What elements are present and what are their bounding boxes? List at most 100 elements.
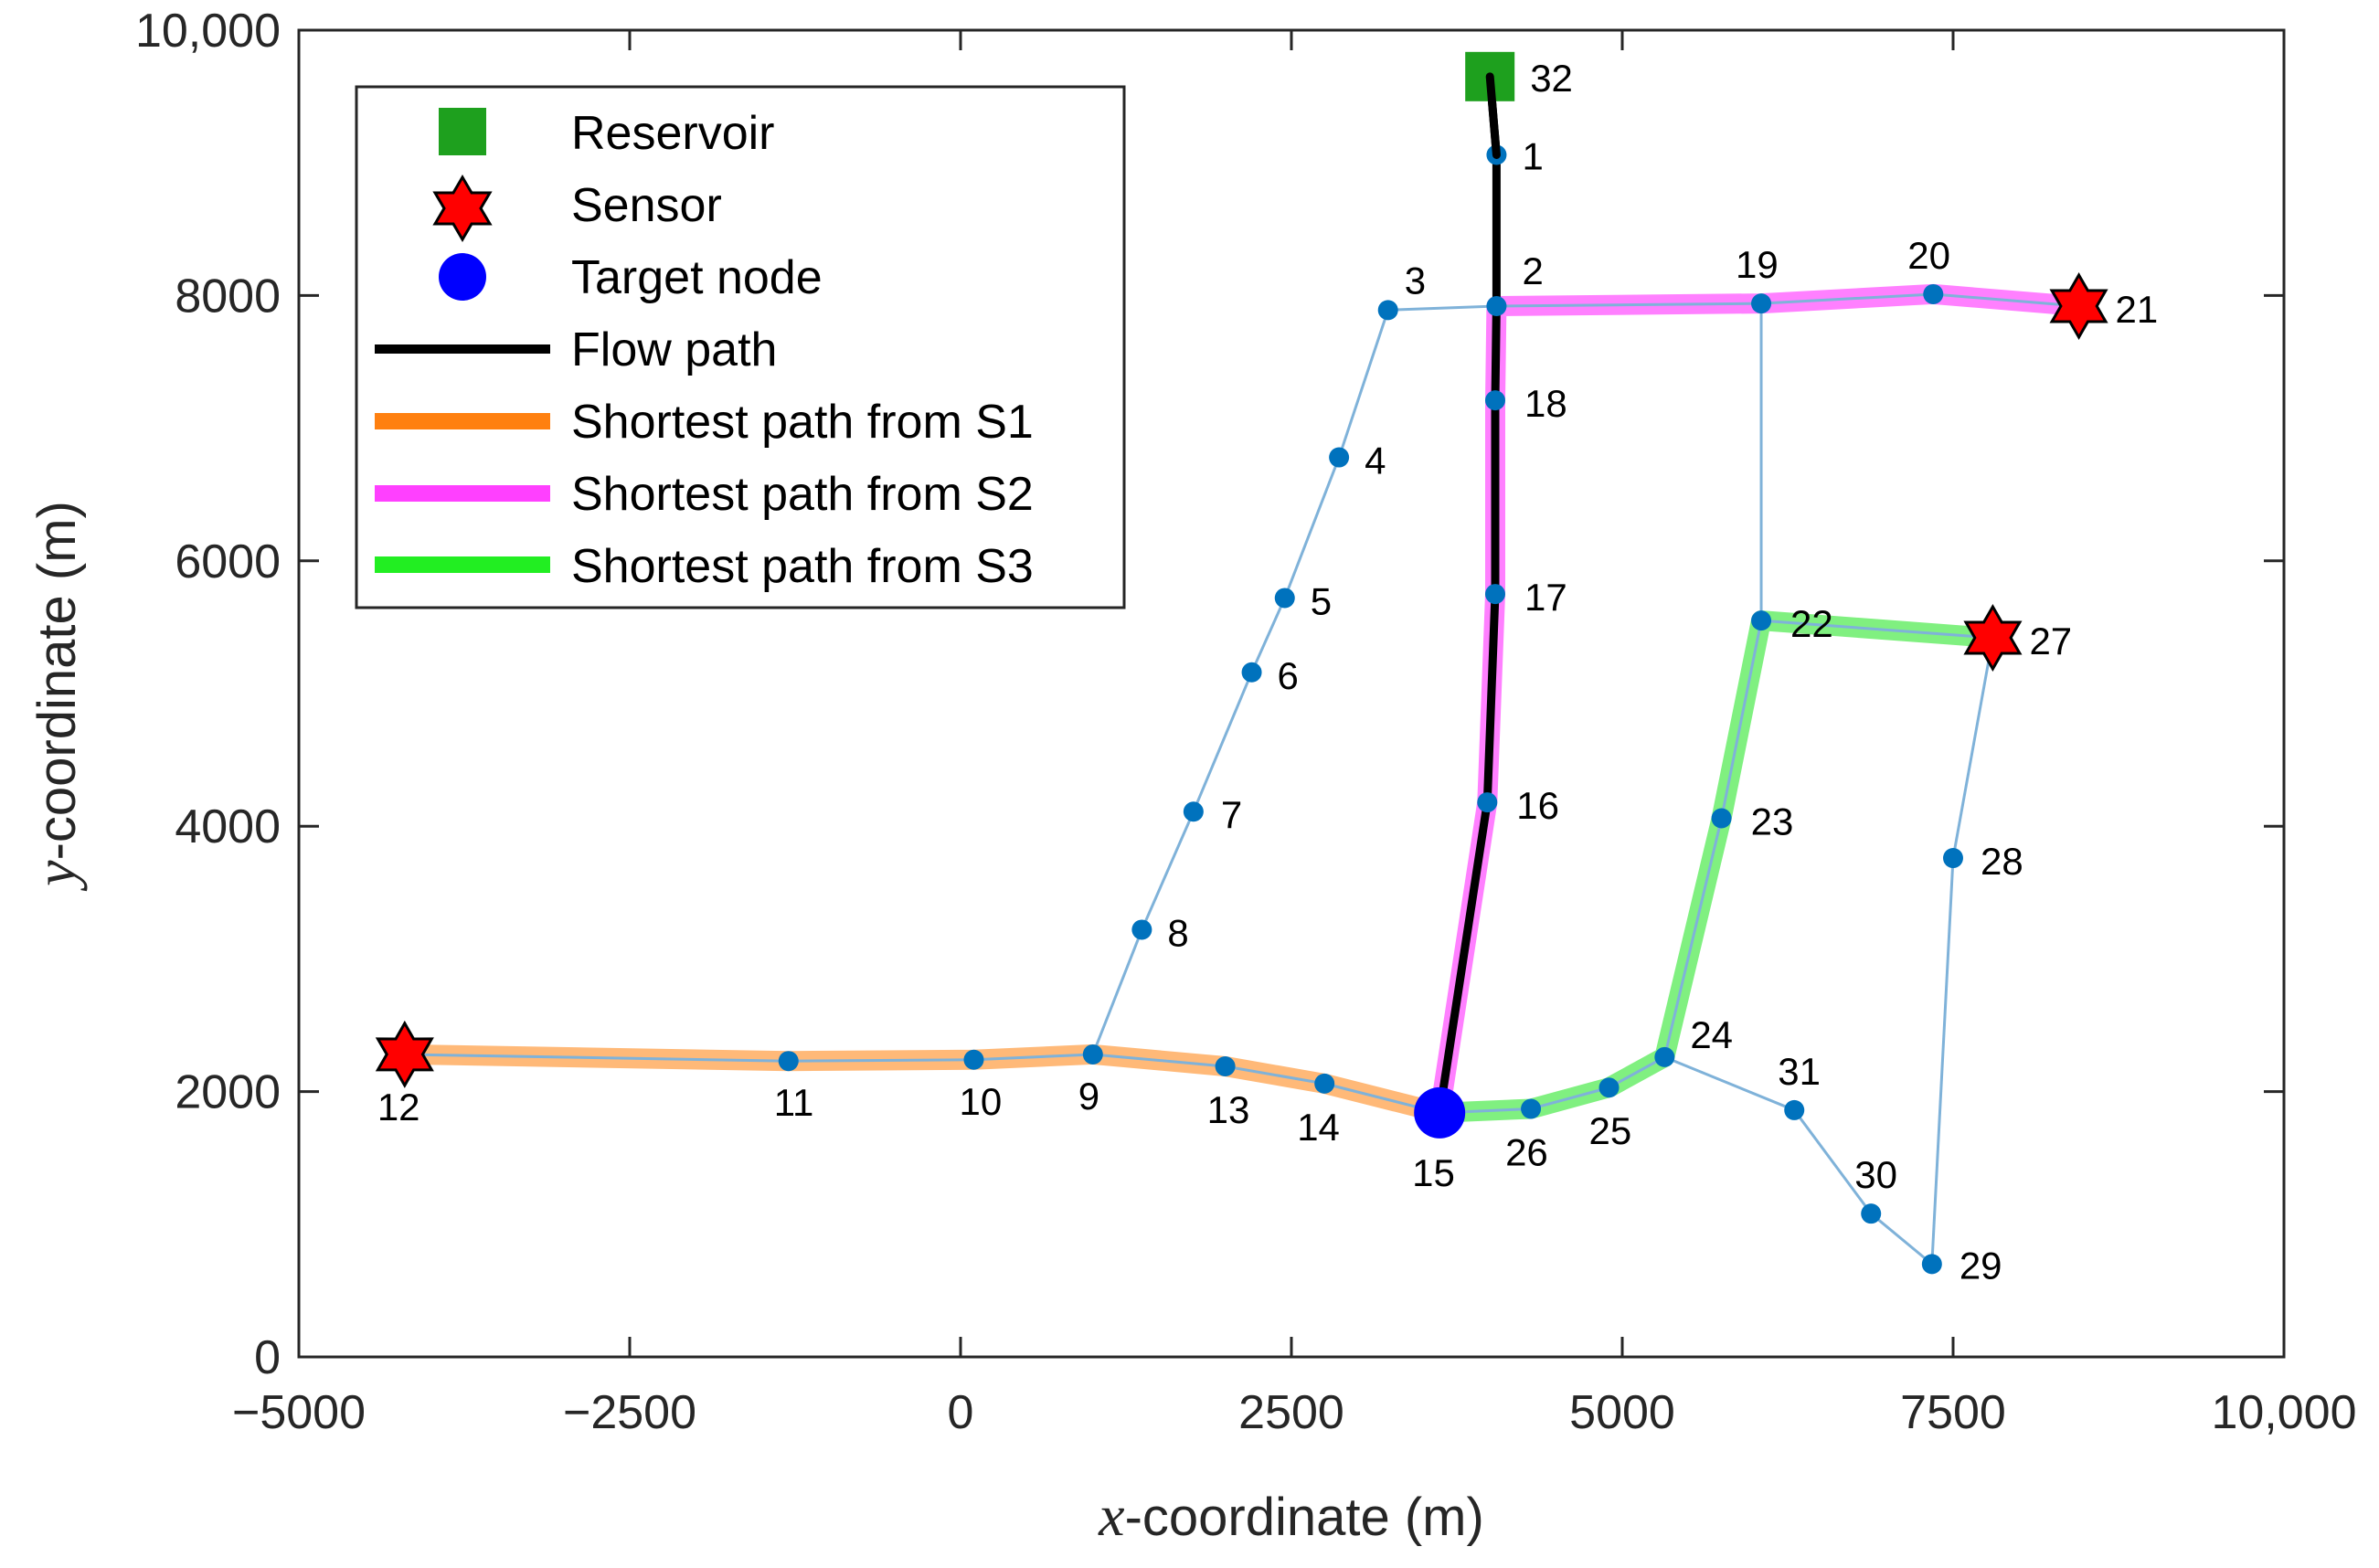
- node-26: [1521, 1098, 1542, 1119]
- node-label-20: 20: [1907, 234, 1950, 277]
- node-label-26: 26: [1505, 1130, 1548, 1173]
- pipe-28-27: [1951, 637, 1994, 859]
- target-marker-15: [1414, 1086, 1466, 1139]
- node-label-8: 8: [1167, 911, 1188, 954]
- node-4: [1329, 447, 1350, 468]
- pipe-6-7: [1192, 672, 1253, 812]
- sensor-marker-21: [2049, 271, 2108, 341]
- node-30: [1861, 1203, 1882, 1224]
- node-label-29: 29: [1959, 1244, 2002, 1287]
- node-31: [1784, 1099, 1805, 1120]
- node-label-32: 32: [1530, 57, 1573, 100]
- node-22: [1751, 610, 1772, 631]
- pipe-30-29: [1870, 1213, 1933, 1266]
- pipe-23-24: [1662, 818, 1724, 1058]
- node-29: [1921, 1254, 1942, 1275]
- x-tick-label-0: −5000: [232, 1386, 366, 1439]
- axes-layer: −5000 −2500 0 2500 5000 7500 10,000 0 2000 4000 60…: [135, 5, 2357, 1439]
- y-tick-label-0: 0: [254, 1331, 281, 1384]
- pipe-26-25: [1530, 1086, 1609, 1110]
- pipe-5-6: [1250, 597, 1287, 673]
- node-19: [1751, 293, 1772, 314]
- node-9: [1082, 1044, 1103, 1065]
- node-label-1: 1: [1522, 134, 1543, 177]
- legend-target-swatch: [439, 253, 486, 301]
- pipe-13-14: [1225, 1065, 1325, 1086]
- legend-s2-label: Shortest path from S2: [571, 468, 1034, 521]
- node-label-17: 17: [1524, 576, 1567, 619]
- node-label-27: 27: [2029, 620, 2072, 662]
- node-6: [1241, 662, 1262, 683]
- node-7: [1183, 801, 1204, 822]
- node-label-31: 31: [1778, 1050, 1821, 1093]
- pipe-2-3: [1387, 304, 1497, 312]
- node-18: [1484, 390, 1505, 411]
- y-tick-label-4: 8000: [175, 270, 281, 323]
- node-23: [1711, 808, 1732, 829]
- node-label-2: 2: [1522, 249, 1543, 292]
- pipe-19-20: [1760, 292, 1934, 305]
- node-3: [1377, 300, 1398, 321]
- node-label-12: 12: [377, 1086, 420, 1128]
- node-label-16: 16: [1516, 784, 1559, 827]
- x-axis-variable: x: [1098, 1483, 1124, 1548]
- node-label-5: 5: [1311, 579, 1332, 622]
- node-label-3: 3: [1405, 259, 1426, 302]
- node-2: [1486, 296, 1507, 317]
- node-label-15: 15: [1412, 1151, 1455, 1194]
- pipe-8-9: [1091, 928, 1143, 1055]
- legend-sensor-label: Sensor: [571, 179, 722, 232]
- x-tick-label-3: 2500: [1238, 1386, 1344, 1439]
- node-label-9: 9: [1078, 1075, 1099, 1118]
- node-label-6: 6: [1278, 654, 1299, 697]
- node-24: [1654, 1046, 1675, 1067]
- pipe-12-11: [404, 1053, 789, 1063]
- node-8: [1131, 919, 1152, 940]
- node-label-28: 28: [1981, 840, 2023, 883]
- node-13: [1215, 1056, 1236, 1077]
- pipe-2-19: [1496, 302, 1762, 308]
- x-tick-label-1: −2500: [563, 1386, 696, 1439]
- pipe-24-31: [1663, 1055, 1795, 1112]
- node-label-14: 14: [1297, 1106, 1340, 1149]
- pipe-20-21: [1933, 292, 2079, 308]
- node-11: [778, 1051, 799, 1072]
- y-axis-variable: y: [23, 860, 88, 892]
- y-axis-title-text: -coordinate (m): [27, 501, 87, 860]
- node-label-23: 23: [1751, 800, 1794, 842]
- node-label-22: 22: [1790, 602, 1833, 645]
- pipe-3-4: [1337, 309, 1390, 459]
- pipe-11-10: [788, 1058, 974, 1063]
- node-17: [1484, 584, 1505, 605]
- node-5: [1274, 588, 1295, 609]
- node-label-19: 19: [1736, 243, 1779, 286]
- legend: Reservoir Sensor Target node Flow path S…: [355, 85, 1126, 609]
- x-tick-label-6: 10,000: [2211, 1386, 2356, 1439]
- node-25: [1598, 1077, 1620, 1098]
- pipe-4-5: [1283, 457, 1341, 599]
- pipe-25-24: [1608, 1055, 1666, 1089]
- legend-s1-label: Shortest path from S1: [571, 396, 1034, 449]
- y-tick-label-2: 4000: [175, 800, 281, 853]
- x-tick-label-5: 7500: [1900, 1386, 2006, 1439]
- node-28: [1943, 848, 1963, 869]
- pipe-22-27: [1760, 619, 1993, 640]
- node-14: [1314, 1073, 1335, 1094]
- pipe-10-9: [973, 1053, 1093, 1062]
- pipe-22-23: [1720, 620, 1763, 819]
- sensor-marker-27: [1963, 603, 2023, 673]
- pipe-31-30: [1793, 1109, 1873, 1215]
- sensor-marker-12: [375, 1020, 434, 1088]
- flow-path-start: [1485, 72, 1501, 159]
- pipe-9-13: [1092, 1053, 1226, 1068]
- node-10: [963, 1049, 984, 1070]
- node-layer: [778, 144, 1963, 1275]
- node-label-25: 25: [1589, 1109, 1632, 1152]
- node-label-11: 11: [774, 1081, 814, 1124]
- node-label-4: 4: [1365, 440, 1386, 482]
- node-label-10: 10: [959, 1080, 1002, 1123]
- legend-flow-label: Flow path: [571, 323, 777, 376]
- legend-reservoir-label: Reservoir: [571, 107, 775, 160]
